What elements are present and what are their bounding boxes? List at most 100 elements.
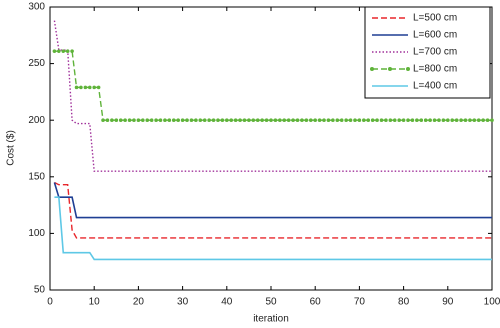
y-tick-label: 100	[28, 228, 45, 239]
series-marker	[83, 85, 88, 90]
series-marker	[357, 118, 362, 122]
series-marker	[194, 118, 198, 122]
series-marker	[251, 118, 256, 122]
series-marker	[105, 118, 110, 122]
series-marker	[446, 118, 450, 122]
series-marker	[397, 118, 401, 122]
series-marker	[379, 118, 384, 122]
series-line	[53, 182, 492, 219]
series-marker	[79, 85, 83, 90]
series-marker	[362, 118, 366, 122]
series-marker	[264, 118, 269, 122]
x-tick-label: 90	[442, 297, 454, 308]
x-tick-label: 0	[47, 297, 53, 308]
series-marker	[70, 49, 74, 53]
series-marker	[282, 118, 287, 122]
series-line	[54, 181, 492, 239]
series-marker	[419, 118, 424, 122]
series-marker	[463, 118, 468, 122]
x-tick-label: 80	[398, 297, 410, 308]
series-marker	[468, 118, 472, 122]
series-marker	[242, 118, 247, 122]
series-marker	[335, 118, 340, 122]
y-tick-label: 50	[34, 285, 46, 296]
series-line	[54, 196, 492, 261]
series-marker	[459, 118, 463, 122]
series-marker	[406, 118, 410, 122]
series-marker	[211, 118, 216, 122]
x-axis-title: iteration	[253, 314, 289, 325]
series-marker	[180, 118, 185, 122]
series-line	[54, 50, 492, 121]
legend-label: L=600 cm	[413, 30, 457, 41]
series-marker	[154, 118, 158, 122]
series-marker	[432, 118, 437, 122]
x-tick-label: 20	[133, 297, 145, 308]
series-marker	[481, 118, 485, 122]
series-marker	[96, 85, 101, 90]
series-marker	[127, 118, 132, 122]
legend-marker	[370, 67, 374, 71]
series-marker	[490, 118, 494, 122]
series-marker	[476, 118, 481, 122]
series-marker	[167, 118, 172, 122]
series-marker	[57, 49, 61, 53]
legend-marker	[388, 67, 392, 71]
series-marker	[207, 118, 211, 122]
series-marker	[216, 118, 220, 122]
series-marker	[437, 118, 441, 122]
series-marker	[401, 118, 406, 122]
series-marker	[472, 118, 477, 122]
series-marker	[317, 118, 322, 122]
x-tick-label: 100	[484, 297, 500, 308]
x-tick-label: 10	[89, 297, 101, 308]
series-marker	[92, 85, 96, 90]
series-marker	[423, 118, 428, 122]
series-marker	[220, 118, 225, 122]
series-marker	[260, 118, 264, 122]
series-marker	[366, 118, 371, 122]
series-marker	[255, 118, 260, 122]
y-tick-label: 150	[28, 171, 45, 182]
series-marker	[52, 49, 57, 53]
series-marker	[149, 118, 154, 122]
series-marker	[189, 118, 194, 122]
series-marker	[74, 85, 79, 90]
series-marker	[308, 118, 313, 122]
x-tick-label: 40	[221, 297, 233, 308]
series-marker	[233, 118, 238, 122]
series-marker	[65, 49, 70, 53]
series-marker	[428, 118, 432, 122]
legend-label: L=400 cm	[413, 81, 457, 92]
series-marker	[176, 118, 180, 122]
series-marker	[322, 118, 326, 122]
series-marker	[313, 118, 318, 122]
series-marker	[136, 118, 141, 122]
series-marker	[238, 118, 242, 122]
series-marker	[163, 118, 167, 122]
series-line	[53, 20, 492, 172]
y-axis-title: Cost ($)	[6, 130, 17, 166]
series-marker	[145, 118, 150, 122]
legend-marker	[406, 67, 410, 71]
series-marker	[353, 118, 357, 122]
series-marker	[225, 118, 229, 122]
y-tick-label: 300	[28, 2, 45, 13]
series-marker	[304, 118, 309, 122]
series-marker	[300, 118, 304, 122]
series-marker	[291, 118, 295, 122]
series-marker	[132, 118, 136, 122]
x-tick-label: 60	[310, 297, 322, 308]
series-marker	[269, 118, 273, 122]
x-tick-label: 70	[354, 297, 366, 308]
series-marker	[410, 118, 415, 122]
y-tick-label: 250	[28, 58, 45, 69]
series-marker	[198, 118, 203, 122]
series-marker	[415, 118, 419, 122]
series-marker	[118, 118, 123, 122]
series-marker	[185, 118, 189, 122]
series-marker	[441, 118, 446, 122]
series-marker	[123, 118, 127, 122]
series-marker	[273, 118, 278, 122]
legend-label: L=700 cm	[413, 47, 457, 58]
